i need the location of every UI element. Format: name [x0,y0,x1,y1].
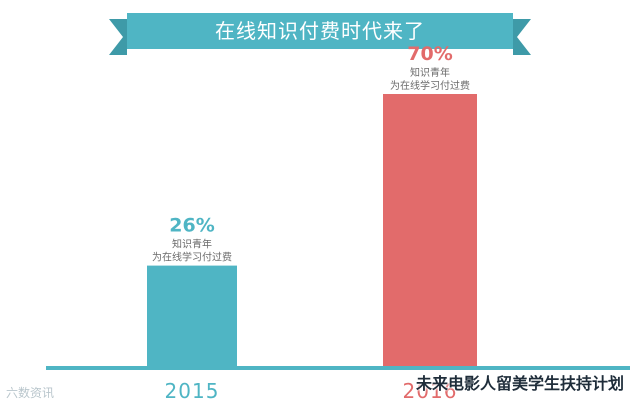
bar-2015 [147,265,237,367]
x-tick-label-2016: 2016 [403,379,458,403]
annotation-line1-2015: 知识青年 [172,238,212,251]
annotation-line2-2015: 为在线学习付过费 [152,251,232,264]
watermark-right: 未来电影人留美学生扶持计划 [415,374,624,393]
annotation-line1-2016: 知识青年 [410,66,450,79]
banner-body [127,13,513,49]
chart-title: 在线知识付费时代来了 [215,19,425,43]
bar-2016 [383,94,477,367]
x-tick-label-2015: 2015 [165,379,220,403]
banner-tail-right [513,19,531,55]
axis-layer: 2015 2016 [46,366,630,403]
title-banner: 在线知识付费时代来了 [109,13,531,55]
banner-tail-left [109,19,127,55]
data-label-2015: 26% [169,215,214,237]
annotation-line2-2016: 为在线学习付过费 [390,79,470,92]
x-axis-baseline [46,366,630,370]
watermark-left: 六数资讯 [6,386,55,400]
data-label-2016: 70% [407,43,452,65]
